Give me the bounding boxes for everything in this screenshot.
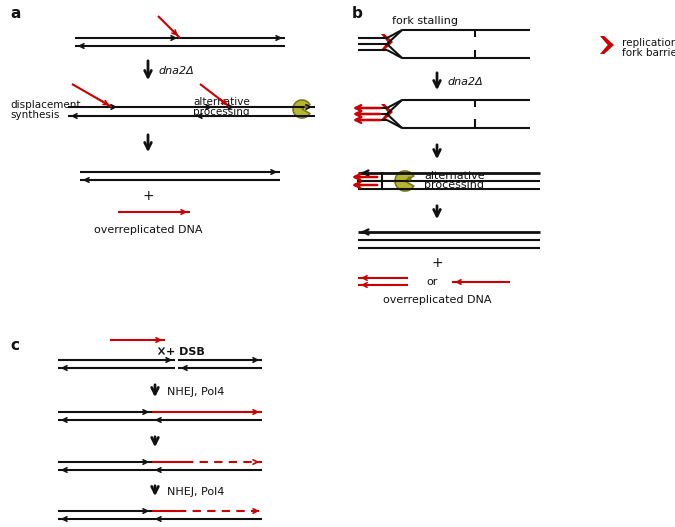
Text: alternative: alternative <box>424 171 485 181</box>
Text: NHEJ, Pol4: NHEJ, Pol4 <box>167 387 224 397</box>
Text: dna2Δ: dna2Δ <box>447 77 483 87</box>
Text: fork barrier: fork barrier <box>622 48 675 58</box>
Wedge shape <box>395 171 414 191</box>
Polygon shape <box>600 36 614 54</box>
Text: fork stalling: fork stalling <box>392 16 458 26</box>
Text: +: + <box>142 189 154 203</box>
Polygon shape <box>381 34 393 50</box>
Text: NHEJ, Pol4: NHEJ, Pol4 <box>167 487 224 497</box>
Text: processing: processing <box>424 180 484 190</box>
Text: dna2Δ: dna2Δ <box>158 66 194 76</box>
Text: overreplicated DNA: overreplicated DNA <box>383 295 491 305</box>
Text: + DSB: + DSB <box>166 347 205 357</box>
Text: displacement: displacement <box>10 100 80 110</box>
Text: or: or <box>427 277 437 287</box>
Text: replication: replication <box>622 38 675 48</box>
Text: a: a <box>10 5 20 21</box>
Text: alternative: alternative <box>193 97 250 107</box>
Polygon shape <box>381 104 393 120</box>
Text: c: c <box>10 337 19 353</box>
Wedge shape <box>293 100 310 118</box>
Text: +: + <box>431 256 443 270</box>
Text: synthesis: synthesis <box>10 110 59 120</box>
Text: processing: processing <box>193 107 250 117</box>
Text: overreplicated DNA: overreplicated DNA <box>94 225 202 235</box>
Text: b: b <box>352 5 363 21</box>
